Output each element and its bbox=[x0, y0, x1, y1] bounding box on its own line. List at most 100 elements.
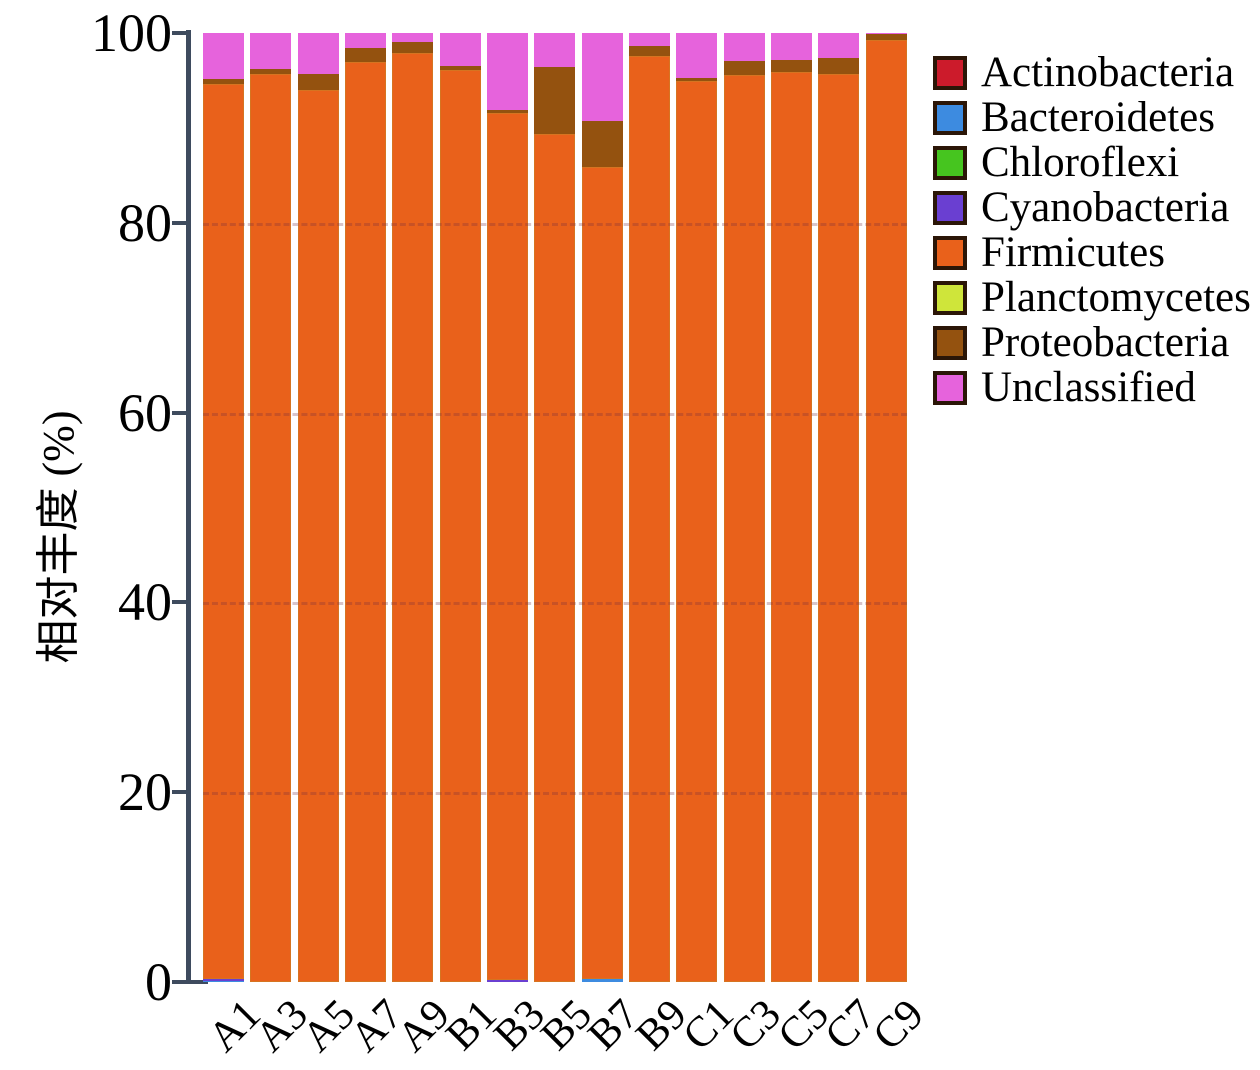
x-tick-label-C9: C9 bbox=[864, 990, 949, 1060]
segment-A7-firmicutes bbox=[345, 62, 387, 982]
segment-A3-unclassified bbox=[250, 33, 292, 70]
y-axis-line bbox=[186, 30, 191, 984]
segment-B1-firmicutes bbox=[439, 70, 481, 982]
legend-item-actinobacteria: Actinobacteria bbox=[933, 50, 1251, 95]
bar-B7 bbox=[581, 33, 623, 982]
gridline-80 bbox=[203, 222, 907, 226]
segment-B5-firmicutes bbox=[534, 133, 576, 982]
gridline-40 bbox=[203, 602, 907, 606]
bar-A3 bbox=[250, 33, 292, 982]
bar-B5 bbox=[534, 33, 576, 982]
bar-C5 bbox=[771, 33, 813, 982]
segment-C7-proteobacteria bbox=[818, 57, 860, 74]
segment-C9-proteobacteria bbox=[865, 33, 907, 40]
segment-A7-proteobacteria bbox=[345, 48, 387, 63]
segment-C1-proteobacteria bbox=[676, 77, 718, 82]
legend-swatch-cyanobacteria bbox=[933, 190, 967, 225]
bar-C3 bbox=[723, 33, 765, 982]
segment-C1-firmicutes bbox=[676, 81, 718, 982]
segment-B1-unclassified bbox=[439, 33, 481, 67]
bar-B9 bbox=[629, 33, 671, 982]
segment-B7-proteobacteria bbox=[581, 121, 623, 167]
segment-A1-unclassified bbox=[203, 33, 244, 79]
segment-B7-bacteroidetes bbox=[581, 979, 623, 982]
segment-B9-unclassified bbox=[629, 33, 671, 47]
y-tick-mark-0 bbox=[172, 980, 187, 984]
segment-C5-proteobacteria bbox=[771, 59, 813, 72]
bars-container bbox=[203, 33, 907, 982]
y-tick-mark-60 bbox=[172, 410, 187, 415]
segment-A1-bacteroidetes bbox=[203, 981, 244, 982]
segment-B1-proteobacteria bbox=[439, 66, 481, 71]
segment-A9-proteobacteria bbox=[392, 41, 434, 53]
segment-B7-unclassified bbox=[581, 33, 623, 122]
gridline-20 bbox=[203, 792, 907, 796]
segment-A1-cyanobacteria bbox=[203, 979, 244, 982]
legend-swatch-bacteroidetes bbox=[933, 100, 967, 135]
y-tick-mark-80 bbox=[172, 220, 187, 225]
y-tick-label-100: 100 bbox=[91, 3, 172, 63]
legend-label-firmicutes: Firmicutes bbox=[981, 229, 1165, 276]
legend-swatch-unclassified bbox=[933, 370, 967, 405]
bar-B1 bbox=[439, 33, 481, 982]
segment-B3-cyanobacteria bbox=[487, 980, 529, 982]
legend-item-planctomycetes: Planctomycetes bbox=[933, 275, 1251, 320]
segment-C3-proteobacteria bbox=[723, 61, 765, 75]
segment-B5-unclassified bbox=[534, 33, 576, 68]
legend-swatch-chloroflexi bbox=[933, 145, 967, 180]
y-tick-label-80: 80 bbox=[118, 192, 172, 253]
legend: Actinobacteria Bacteroidetes Chloroflexi Cy… bbox=[933, 50, 1251, 410]
segment-A3-proteobacteria bbox=[250, 69, 292, 74]
segment-B3-proteobacteria bbox=[487, 109, 529, 113]
y-tick-mark-40 bbox=[172, 600, 187, 605]
bar-A5 bbox=[297, 33, 339, 982]
segment-C3-firmicutes bbox=[723, 74, 765, 982]
segment-A1-firmicutes bbox=[203, 84, 244, 980]
segment-B3-firmicutes bbox=[487, 112, 529, 981]
y-tick-mark-20 bbox=[172, 790, 187, 795]
y-axis-title: 相对丰度 (%) bbox=[34, 410, 83, 664]
segment-C1-unclassified bbox=[676, 33, 718, 78]
segment-A9-unclassified bbox=[392, 33, 434, 42]
legend-item-chloroflexi: Chloroflexi bbox=[933, 140, 1251, 185]
segment-C7-firmicutes bbox=[818, 73, 860, 982]
legend-label-bacteroidetes: Bacteroidetes bbox=[981, 94, 1216, 141]
gridline-60 bbox=[203, 412, 907, 416]
segment-B9-firmicutes bbox=[629, 55, 671, 982]
bar-B3 bbox=[487, 33, 529, 982]
segment-C5-unclassified bbox=[771, 33, 813, 60]
legend-label-proteobacteria: Proteobacteria bbox=[981, 319, 1230, 366]
bar-A9 bbox=[392, 33, 434, 982]
y-tick-label-20: 20 bbox=[118, 762, 172, 823]
legend-item-unclassified: Unclassified bbox=[933, 365, 1251, 410]
segment-C7-unclassified bbox=[818, 33, 860, 58]
legend-label-actinobacteria: Actinobacteria bbox=[981, 49, 1235, 96]
legend-swatch-firmicutes bbox=[933, 235, 967, 270]
legend-label-cyanobacteria: Cyanobacteria bbox=[981, 184, 1230, 231]
legend-item-cyanobacteria: Cyanobacteria bbox=[933, 185, 1251, 230]
segment-A9-firmicutes bbox=[392, 52, 434, 982]
legend-label-planctomycetes: Planctomycetes bbox=[981, 274, 1251, 321]
plot-area bbox=[203, 33, 907, 982]
segment-C9-unclassified bbox=[865, 33, 907, 34]
segment-B9-proteobacteria bbox=[629, 46, 671, 56]
segment-A5-firmicutes bbox=[297, 89, 339, 982]
segment-A3-firmicutes bbox=[250, 73, 292, 982]
segment-C3-unclassified bbox=[723, 33, 765, 62]
bar-A1 bbox=[203, 33, 244, 982]
y-tick-label-60: 60 bbox=[118, 382, 172, 443]
legend-label-chloroflexi: Chloroflexi bbox=[981, 139, 1180, 186]
bar-C7 bbox=[818, 33, 860, 982]
legend-swatch-proteobacteria bbox=[933, 325, 967, 360]
segment-B5-proteobacteria bbox=[534, 67, 576, 134]
legend-swatch-planctomycetes bbox=[933, 280, 967, 315]
x-axis-origin-foot bbox=[186, 980, 208, 984]
y-tick-mark-100 bbox=[172, 31, 187, 35]
segment-C5-firmicutes bbox=[771, 71, 813, 982]
segment-A1-proteobacteria bbox=[203, 78, 244, 85]
legend-item-proteobacteria: Proteobacteria bbox=[933, 320, 1251, 365]
segment-A5-proteobacteria bbox=[297, 73, 339, 90]
legend-item-firmicutes: Firmicutes bbox=[933, 230, 1251, 275]
bar-A7 bbox=[345, 33, 387, 982]
